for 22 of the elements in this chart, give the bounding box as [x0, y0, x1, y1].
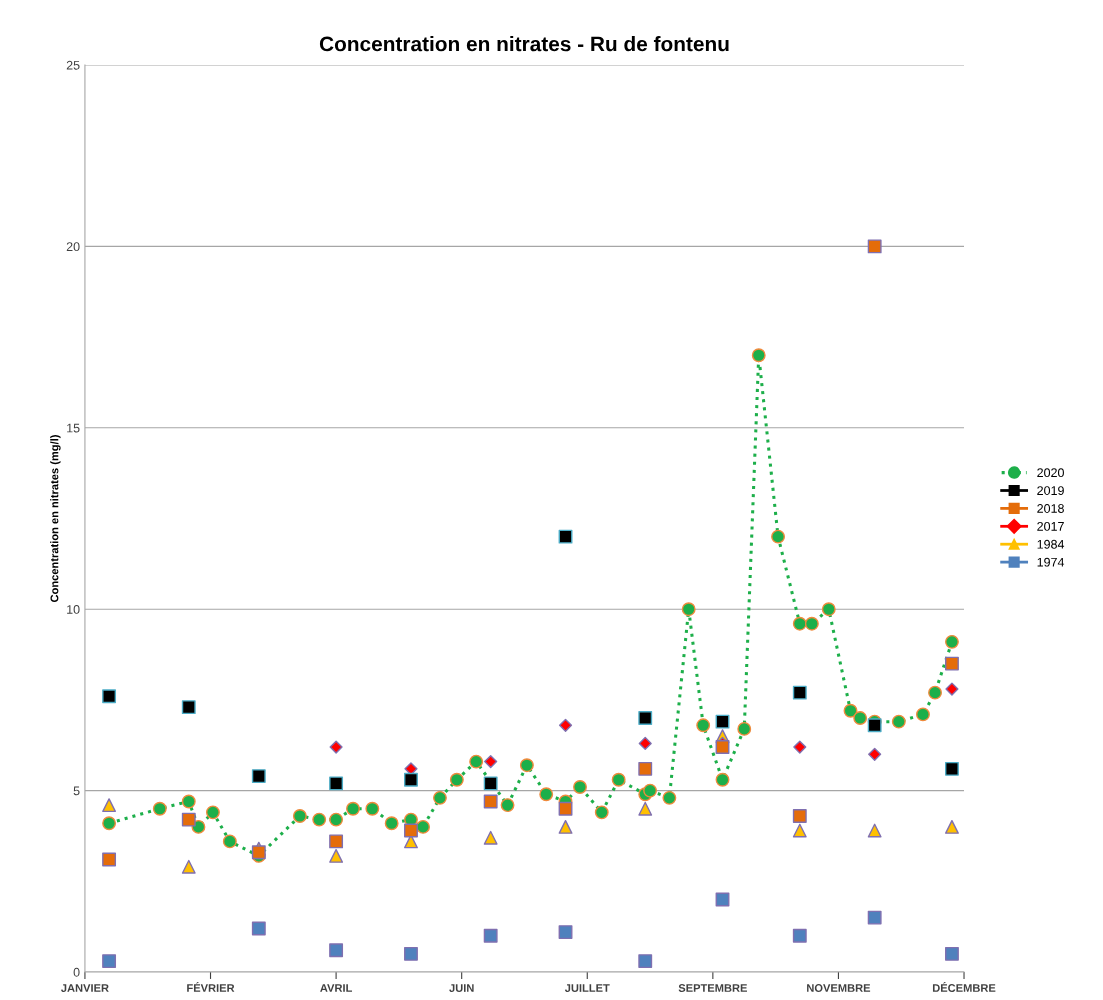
x-tick-label: FÉVRIER — [187, 982, 235, 992]
y-tick-label: 20 — [66, 242, 80, 252]
x-tick-label: AVRIL — [320, 984, 353, 992]
x-tick-label: JUILLET — [564, 984, 610, 992]
y-tick-label: 5 — [73, 786, 80, 796]
legend-label: 2020 — [1037, 468, 1064, 478]
legend-label: 2018 — [1037, 504, 1064, 513]
x-tick-label: JANVIER — [61, 984, 109, 992]
y-tick-label: 15 — [67, 423, 80, 433]
y-tick-label: 0 — [73, 967, 80, 977]
y-tick-label: 25 — [66, 60, 80, 70]
x-tick-label: NOVEMBRE — [807, 984, 871, 992]
y-tick-label: 10 — [67, 605, 80, 614]
chart-title: Concentration en nitrates - Ru de fontenu — [319, 36, 729, 52]
y-axis-title: Concentration en nitrates (mg/l) — [50, 435, 61, 602]
legend-label: 1984 — [1037, 539, 1065, 549]
legend-label: 1974 — [1037, 557, 1065, 567]
legend-label: 2017 — [1037, 521, 1064, 531]
x-tick-label: DÉCEMBRE — [932, 982, 996, 992]
x-tick-label: SEPTEMBRE — [678, 984, 747, 992]
legend-label: 2019 — [1037, 486, 1064, 495]
x-tick-label: JUIN — [449, 984, 474, 992]
